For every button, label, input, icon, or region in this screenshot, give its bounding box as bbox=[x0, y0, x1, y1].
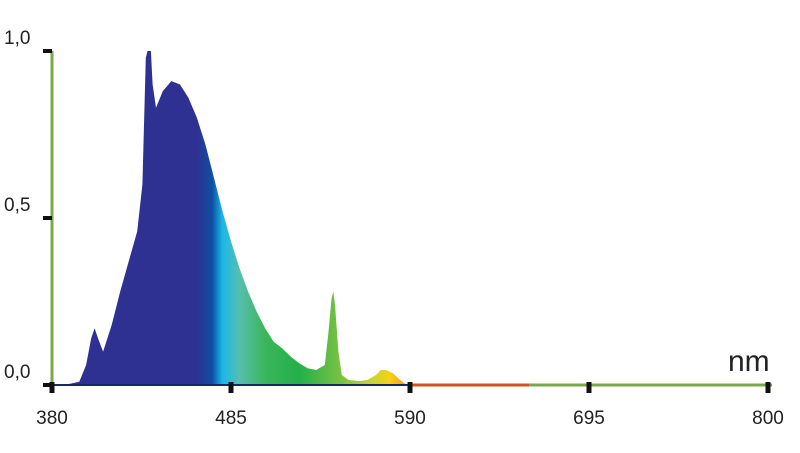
x-tick-label: 380 bbox=[36, 408, 68, 429]
x-ticks: 380 485 590 695 800 bbox=[36, 382, 784, 429]
x-tick-mark bbox=[407, 382, 413, 393]
y-tick-mark bbox=[43, 216, 52, 220]
x-tick-mark bbox=[765, 382, 771, 393]
x-tick-label: 695 bbox=[573, 408, 605, 429]
x-tick-label: 485 bbox=[215, 408, 247, 429]
x-axis-label: nm bbox=[728, 345, 770, 378]
y-ticks: 0,0 0,5 1,0 bbox=[4, 28, 52, 387]
y-tick-label: 1,0 bbox=[4, 28, 30, 49]
x-tick-mark bbox=[49, 382, 55, 393]
y-tick-label: 0,0 bbox=[4, 362, 30, 383]
y-tick-mark bbox=[43, 383, 52, 387]
y-tick-mark bbox=[43, 49, 52, 53]
x-tick-mark bbox=[586, 382, 592, 393]
x-tick-mark bbox=[228, 382, 234, 393]
x-tick-label: 800 bbox=[752, 408, 784, 429]
spectrum-area bbox=[52, 51, 407, 385]
y-tick-label: 0,5 bbox=[4, 195, 30, 216]
x-tick-label: 590 bbox=[394, 408, 426, 429]
